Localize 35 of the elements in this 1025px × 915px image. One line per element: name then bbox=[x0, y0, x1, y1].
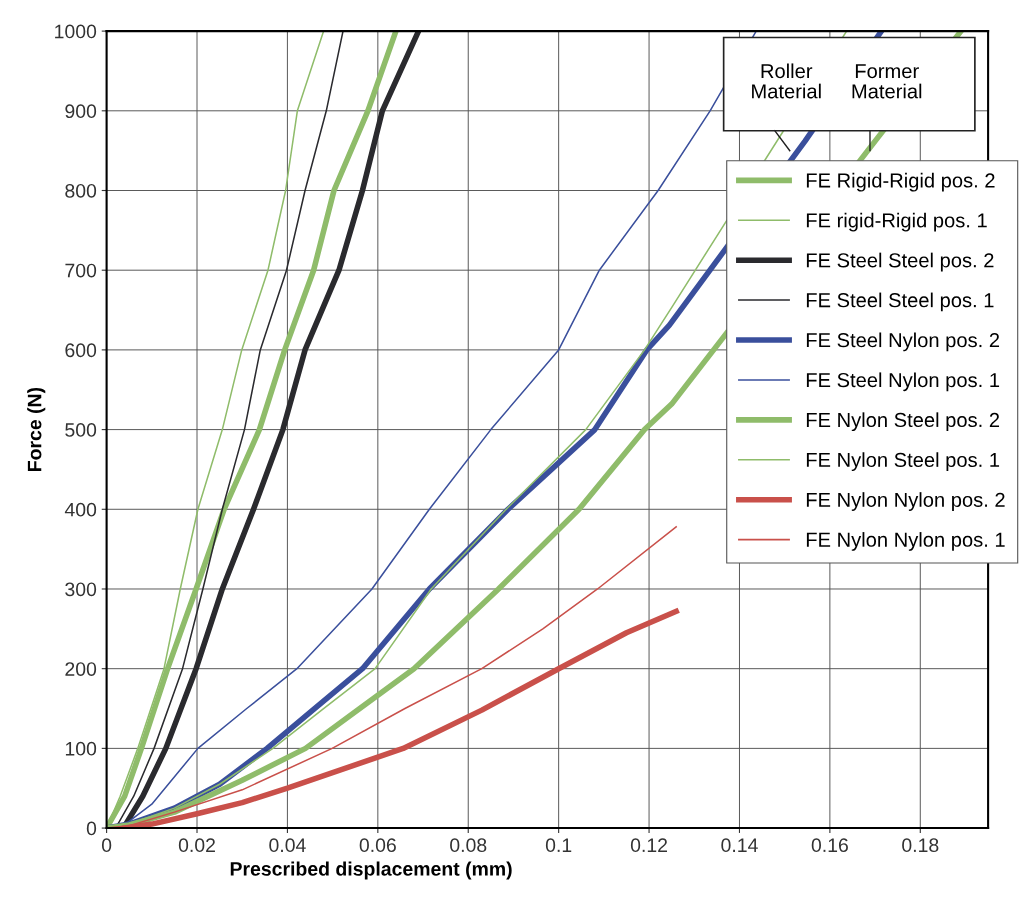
legend-label: FE Steel Nylon pos. 1 bbox=[806, 372, 1000, 392]
legend-label: FE Nylon Nylon pos. 1 bbox=[806, 532, 1005, 551]
legend-label: FE Nylon Steel pos. 2 bbox=[806, 412, 1000, 432]
legend-label: FE rigid-Rigid pos. 1 bbox=[806, 212, 987, 232]
legend-label: FE Steel Steel pos. 1 bbox=[806, 292, 994, 312]
y-tick-label: 1000 bbox=[55, 24, 97, 39]
y-tick-label: 300 bbox=[65, 582, 97, 597]
x-tick-label: 0.02 bbox=[178, 838, 215, 853]
legend-label: FE Nylon Nylon pos. 2 bbox=[806, 492, 1005, 511]
x-tick-label: 0.16 bbox=[811, 838, 848, 853]
x-tick-label: 0.06 bbox=[359, 838, 396, 853]
x-tick-label: 0.1 bbox=[545, 838, 572, 853]
y-tick-label: 400 bbox=[64, 502, 97, 517]
y-tick-label: 600 bbox=[65, 343, 97, 358]
x-tick-label: 0.08 bbox=[450, 838, 487, 853]
legend-label: FE Rigid-Rigid pos. 2 bbox=[806, 172, 995, 192]
y-tick-label: 200 bbox=[65, 662, 97, 676]
y-tick-label: 100 bbox=[65, 741, 97, 756]
y-tick-label: 900 bbox=[65, 104, 97, 119]
legend-label: FE Steel Steel pos. 2 bbox=[806, 252, 994, 272]
x-tick-label: 0.18 bbox=[902, 838, 939, 853]
y-tick-label: 500 bbox=[65, 423, 97, 437]
y-tick-label: 700 bbox=[65, 263, 97, 278]
annotation: Former Material bbox=[852, 64, 922, 99]
y-tick-label: 800 bbox=[65, 183, 97, 198]
legend-label: FE Nylon Steel pos. 1 bbox=[806, 452, 1000, 472]
x-tick-label: 0 bbox=[101, 838, 112, 853]
x-tick-label: 0.12 bbox=[630, 838, 668, 853]
x-tick-label: 0.14 bbox=[721, 838, 758, 853]
x-tick-label: 0.04 bbox=[269, 838, 306, 853]
y-axis-title: Force (N) bbox=[27, 387, 46, 471]
annotation: Roller Material bbox=[752, 63, 821, 99]
x-axis-title: Prescribed displacement (mm) bbox=[230, 861, 512, 880]
legend-label: FE Steel Nylon pos. 2 bbox=[806, 332, 1000, 352]
y-tick-label: 0 bbox=[86, 821, 97, 836]
